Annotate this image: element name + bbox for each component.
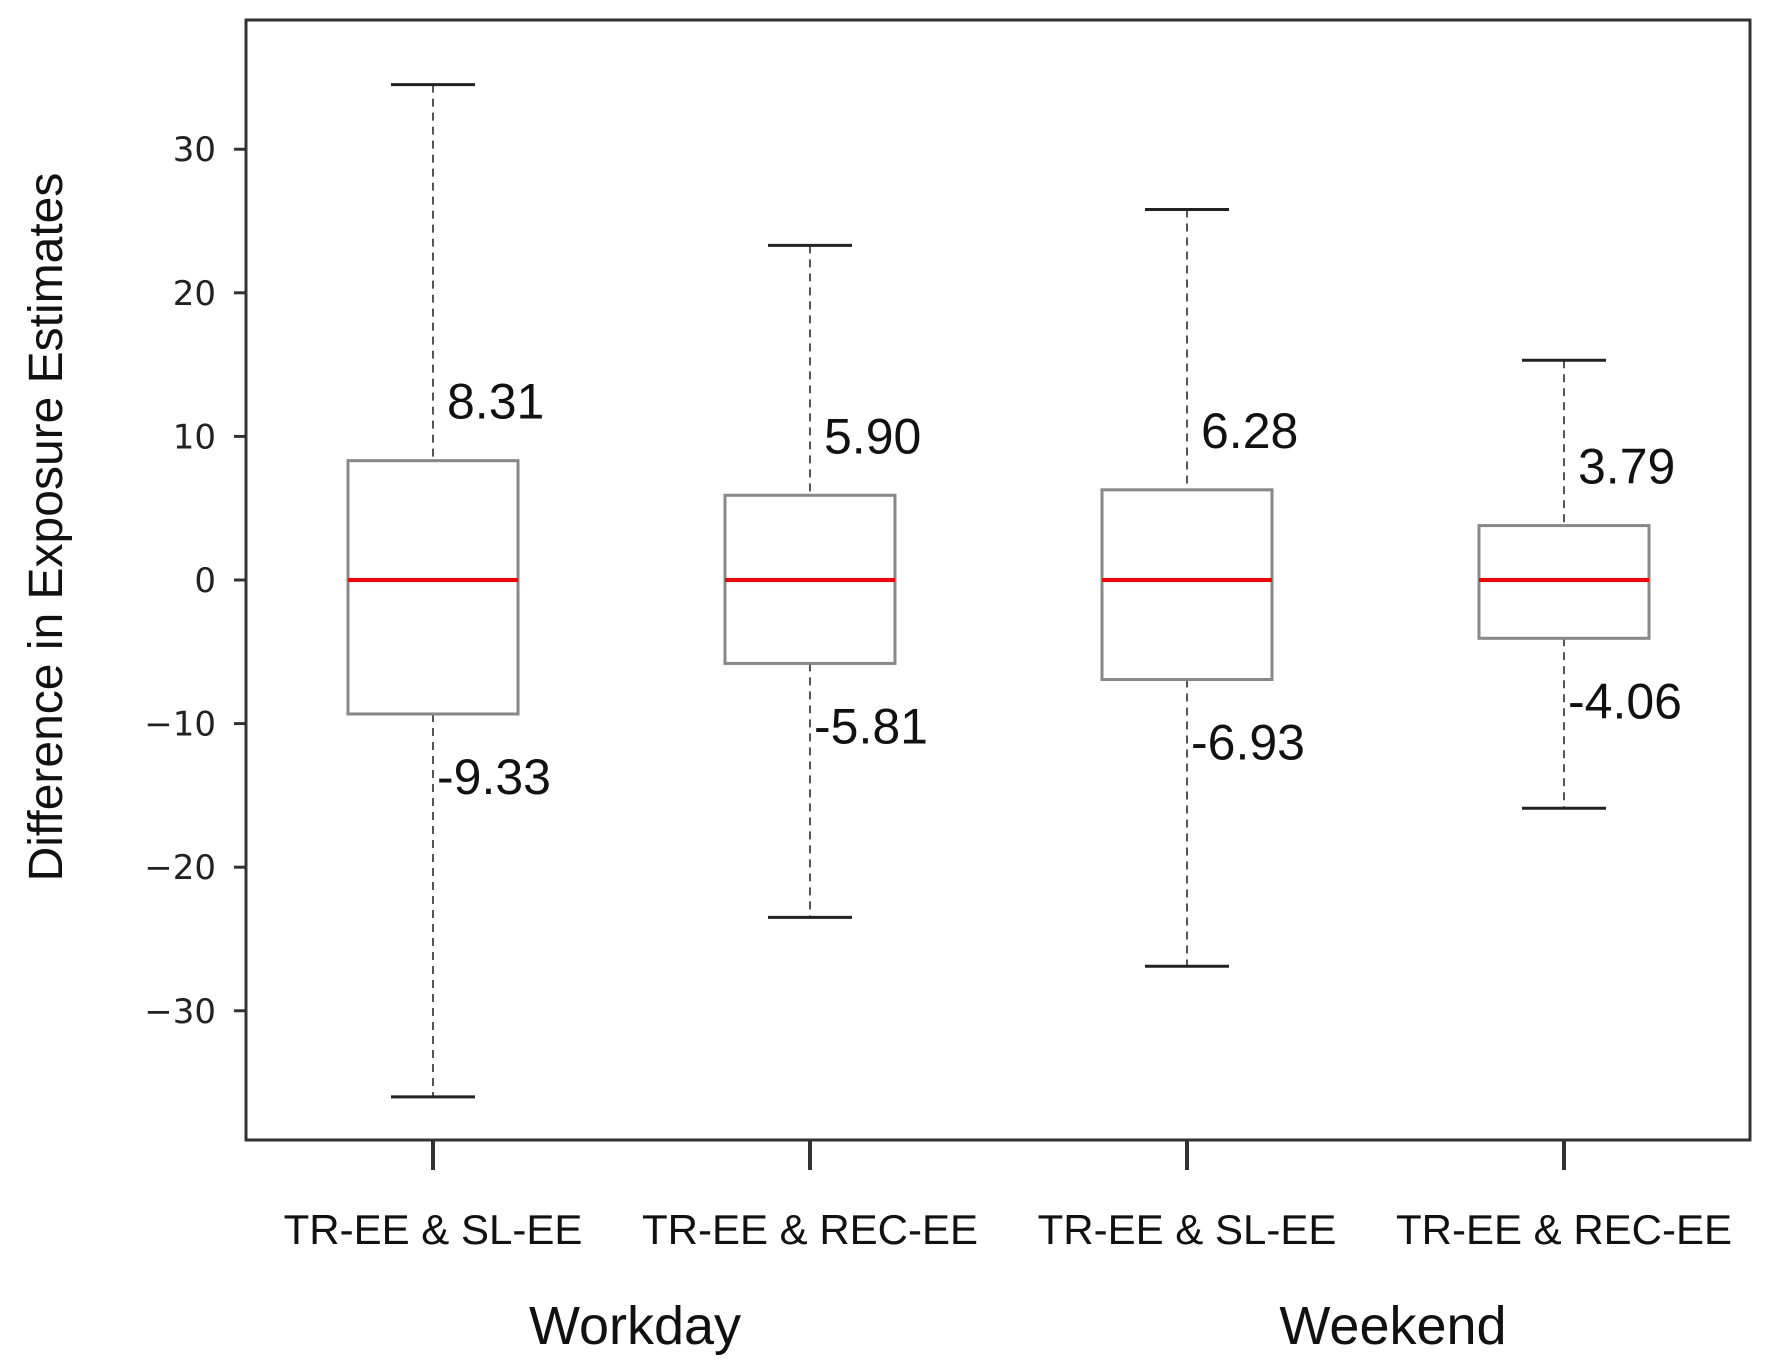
y-tick-label: 0 [194, 561, 216, 601]
q1-label: -5.81 [814, 698, 928, 754]
box-4: 3.79 -4.06 [1477, 358, 1682, 810]
group-label-workday: Workday [529, 1296, 741, 1356]
x-tick-label: TR-EE & REC-EE [1396, 1206, 1732, 1253]
boxes: 8.31 -9.33 5.90 -5.81 6.28 -6.93 3.79 -4.06 [346, 83, 1682, 1099]
q3-label: 8.31 [447, 374, 544, 430]
box-2: 5.90 -5.81 [723, 243, 928, 919]
x-axis: TR-EE & SL-EE TR-EE & REC-EE TR-EE & SL-EE… [284, 1140, 1732, 1253]
y-axis: −30 −20 −10 0 10 20 30 [144, 130, 246, 1032]
y-tick-label: −20 [144, 848, 216, 888]
y-tick-label: −30 [144, 992, 216, 1032]
box-1: 8.31 -9.33 [346, 83, 551, 1099]
y-tick-label: 10 [173, 417, 216, 457]
y-tick-label: 30 [173, 130, 216, 170]
box-iqr [1100, 488, 1274, 682]
q1-label: -4.06 [1568, 673, 1682, 729]
q3-label: 5.90 [824, 408, 921, 464]
group-label-weekend: Weekend [1279, 1296, 1506, 1356]
q3-label: 3.79 [1578, 439, 1675, 495]
y-axis-label: Difference in Exposure Estimates [20, 173, 73, 882]
box-3: 6.28 -6.93 [1100, 208, 1305, 968]
y-tick-label: −10 [144, 705, 216, 745]
box-iqr [346, 459, 520, 716]
q1-label: -6.93 [1191, 715, 1305, 771]
q1-label: -9.33 [437, 749, 551, 805]
x-tick-label: TR-EE & REC-EE [642, 1206, 978, 1253]
x-tick-label: TR-EE & SL-EE [284, 1206, 583, 1253]
x-tick-label: TR-EE & SL-EE [1038, 1206, 1337, 1253]
y-tick-label: 20 [173, 274, 216, 314]
q3-label: 6.28 [1201, 403, 1298, 459]
